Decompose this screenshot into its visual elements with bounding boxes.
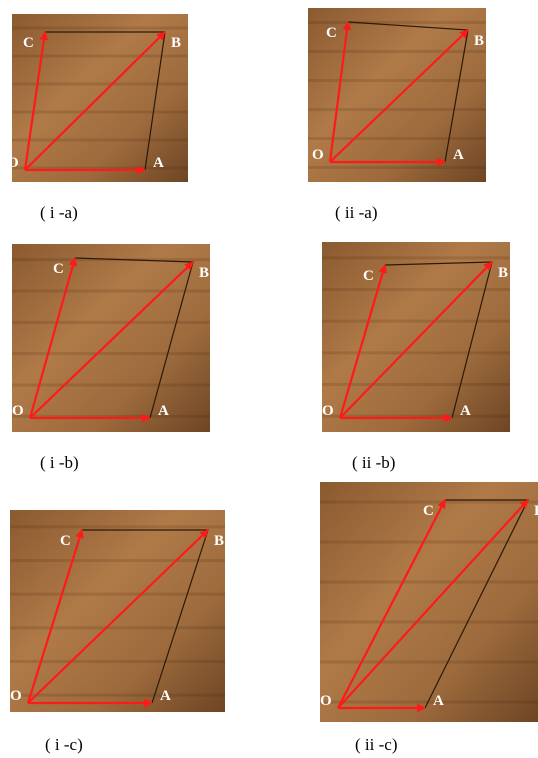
point-label: C [326, 25, 337, 41]
point-label: A [158, 403, 169, 419]
point-label: A [433, 693, 444, 709]
point-label: C [53, 261, 64, 277]
photo [322, 242, 510, 432]
photo [10, 510, 225, 712]
caption: ( ii -a) [335, 203, 377, 222]
point-label: B [534, 503, 538, 519]
caption: ( ii -b) [352, 453, 395, 472]
point-label: O [12, 403, 24, 419]
point-label: C [363, 268, 374, 284]
caption: ( i -c) [45, 735, 83, 754]
point-label: C [23, 35, 34, 51]
point-label: O [7, 155, 19, 171]
point-label: C [423, 503, 434, 519]
point-label: O [320, 693, 332, 709]
photo [12, 244, 210, 432]
point-label: C [60, 533, 71, 549]
point-label: B [199, 265, 209, 281]
point-label: B [171, 35, 181, 51]
point-label: O [10, 688, 22, 704]
point-label: O [322, 403, 334, 419]
point-label: A [160, 688, 171, 704]
point-label: B [214, 533, 224, 549]
point-label: B [498, 265, 508, 281]
point-label: A [153, 155, 164, 171]
caption: ( ii -c) [355, 735, 397, 754]
point-label: A [453, 147, 464, 163]
caption: ( i -b) [40, 453, 79, 472]
figure: O A B C ( i -a) O A B C ( ii -a) O A B C ( i -b) O A B C ( … [0, 0, 538, 758]
point-label: A [460, 403, 471, 419]
point-label: O [312, 147, 324, 163]
caption: ( i -a) [40, 203, 78, 222]
point-label: B [474, 33, 484, 49]
